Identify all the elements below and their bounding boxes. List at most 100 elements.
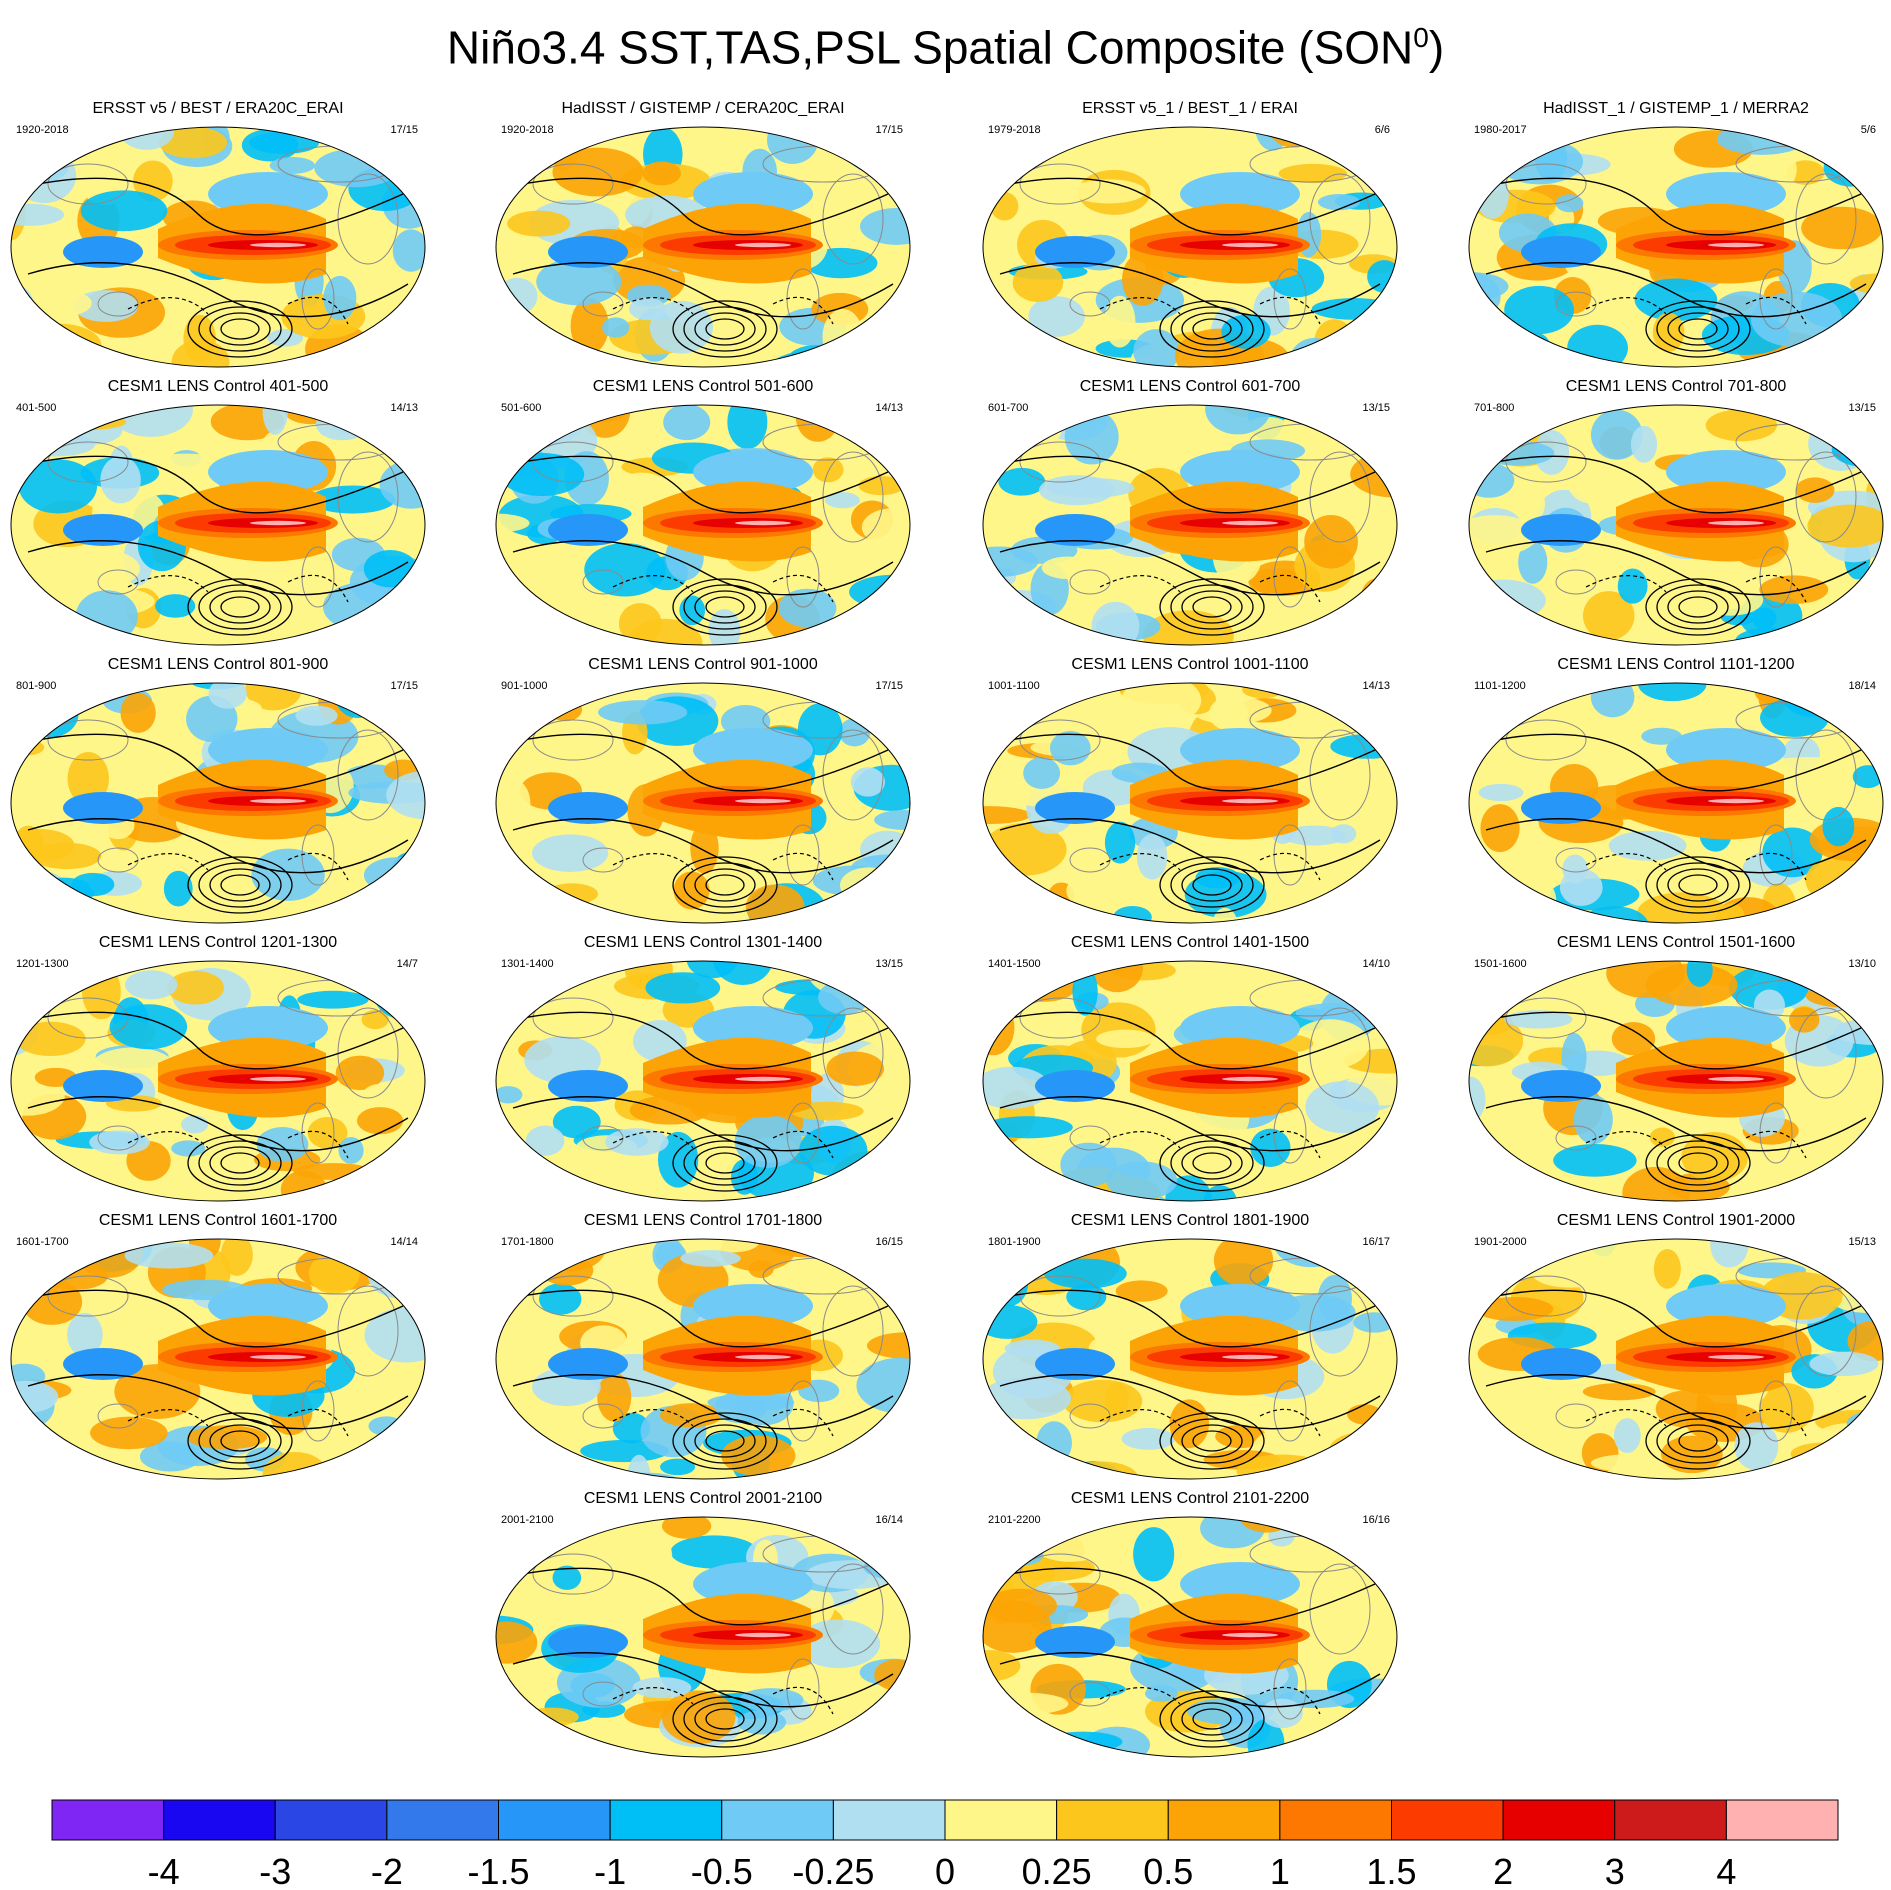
colorbar-swatch <box>1502 1799 1616 1841</box>
colorbar-swatch <box>1167 1799 1281 1841</box>
panel-count: 14/14 <box>390 1236 418 1248</box>
map-panel: ERSST v5 / BEST / ERA20C_ERAI 1920-2018 17… <box>8 100 428 370</box>
panel-count: 14/13 <box>390 402 418 414</box>
map-panel: HadISST / GISTEMP / CERA20C_ERAI 1920-201… <box>493 100 913 370</box>
map-plot <box>495 1238 911 1480</box>
panel-period: 1601-1700 <box>16 1236 69 1248</box>
map-panel: ERSST v5_1 / BEST_1 / ERAI 1979-2018 6/6 <box>980 100 1400 370</box>
map-plot <box>982 404 1398 646</box>
panel-count: 13/15 <box>875 958 903 970</box>
colorbar-tick-label: 0 <box>935 1851 955 1890</box>
colorbar-tick-label: -1.5 <box>467 1851 529 1890</box>
map-fill <box>1469 127 1883 367</box>
panel-title: CESM1 LENS Control 1901-2000 <box>1556 1212 1796 1229</box>
colorbar-swatch <box>386 1799 499 1841</box>
panel-title: CESM1 LENS Control 701-800 <box>1565 378 1787 395</box>
panel-title: CESM1 LENS Control 1101-1200 <box>1557 656 1795 673</box>
panel-period: 401-500 <box>16 402 57 414</box>
colorbar-swatch <box>1279 1799 1392 1841</box>
map-plot <box>10 126 426 368</box>
map-panel: CESM1 LENS Control 501-600 501-600 14/13 <box>493 378 913 648</box>
panel-period: 1920-2018 <box>501 124 554 136</box>
colorbar-tick-label: -2 <box>371 1851 403 1890</box>
panel-title: CESM1 LENS Control 1701-1800 <box>583 1212 823 1229</box>
map-panel: CESM1 LENS Control 1701-1800 1701-1800 16/… <box>493 1212 913 1482</box>
colorbar-swatch <box>1391 1799 1504 1841</box>
colorbar-tick-label: -0.25 <box>792 1851 874 1890</box>
panel-count: 17/15 <box>390 680 418 692</box>
map-fill <box>1469 1239 1883 1479</box>
panel-title: CESM1 LENS Control 1401-1500 <box>1070 934 1310 951</box>
map-fill <box>983 683 1397 923</box>
map-panel: CESM1 LENS Control 1101-1200 1101-1200 18/… <box>1466 656 1886 926</box>
map-fill <box>11 127 425 367</box>
figure-title: Niño3.4 SST,TAS,PSL Spatial Composite (S… <box>0 8 1891 77</box>
panel-count: 14/10 <box>1362 958 1390 970</box>
map-panel: CESM1 LENS Control 701-800 701-800 13/15 <box>1466 378 1886 648</box>
map-panel: CESM1 LENS Control 1301-1400 1301-1400 13/… <box>493 934 913 1204</box>
map-fill <box>496 1517 910 1757</box>
panel-title: ERSST v5_1 / BEST_1 / ERAI <box>1082 100 1298 117</box>
panel-title: CESM1 LENS Control 801-900 <box>107 656 329 673</box>
map-fill <box>1469 683 1883 923</box>
colorbar-swatch <box>721 1799 834 1841</box>
map-plot <box>495 126 911 368</box>
panel-count: 16/14 <box>875 1514 903 1526</box>
panel-title: CESM1 LENS Control 1001-1100 <box>1071 656 1309 673</box>
panel-period: 701-800 <box>1474 402 1515 414</box>
panel-period: 1201-1300 <box>16 958 69 970</box>
panel-count: 14/13 <box>1362 680 1390 692</box>
map-plot <box>982 682 1398 924</box>
map-fill <box>1469 961 1883 1201</box>
map-plot <box>1468 1238 1884 1480</box>
map-plot <box>495 404 911 646</box>
colorbar-swatch <box>1056 1799 1169 1841</box>
map-fill <box>1469 405 1883 645</box>
map-panel: CESM1 LENS Control 1201-1300 1201-1300 14/… <box>8 934 428 1204</box>
map-plot <box>982 1516 1398 1758</box>
colorbar-tick-label: -4 <box>148 1851 180 1890</box>
map-panel: CESM1 LENS Control 1001-1100 1001-1100 14/… <box>980 656 1400 926</box>
map-fill <box>983 1239 1397 1479</box>
colorbar-tick-label: -1 <box>594 1851 626 1890</box>
colorbar-tick-label: 2 <box>1493 1851 1513 1890</box>
map-plot <box>10 960 426 1202</box>
map-fill <box>496 961 910 1201</box>
map-plot <box>982 126 1398 368</box>
panel-period: 1920-2018 <box>16 124 69 136</box>
map-panel: HadISST_1 / GISTEMP_1 / MERRA2 1980-2017 5… <box>1466 100 1886 370</box>
map-fill <box>496 1239 910 1479</box>
map-plot <box>10 404 426 646</box>
map-fill <box>11 405 425 645</box>
map-panel: CESM1 LENS Control 1601-1700 1601-1700 14/… <box>8 1212 428 1482</box>
map-plot <box>982 1238 1398 1480</box>
colorbar-swatch <box>832 1799 946 1841</box>
panel-count: 13/15 <box>1362 402 1390 414</box>
panel-period: 1980-2017 <box>1474 124 1527 136</box>
panel-title: CESM1 LENS Control 601-700 <box>1079 378 1301 395</box>
panel-count: 14/13 <box>875 402 903 414</box>
panel-count: 13/15 <box>1848 402 1876 414</box>
map-panel: CESM1 LENS Control 1501-1600 1501-1600 13/… <box>1466 934 1886 1204</box>
figure-title-text: Niño3.4 SST,TAS,PSL Spatial Composite (S… <box>446 21 1414 74</box>
panel-title: CESM1 LENS Control 2001-2100 <box>583 1490 823 1507</box>
map-plot <box>1468 404 1884 646</box>
panel-period: 501-600 <box>501 402 542 414</box>
map-fill <box>11 683 425 923</box>
panel-count: 6/6 <box>1374 124 1390 136</box>
panel-period: 1501-1600 <box>1474 958 1527 970</box>
colorbar-tick-label: -0.5 <box>691 1851 753 1890</box>
map-fill <box>11 1239 425 1479</box>
colorbar-tick-label: 0.25 <box>1022 1851 1092 1890</box>
panel-title: CESM1 LENS Control 1201-1300 <box>98 934 338 951</box>
panel-period: 901-1000 <box>501 680 548 692</box>
colorbar-swatch <box>1725 1799 1839 1841</box>
panel-title: CESM1 LENS Control 1301-1400 <box>583 934 823 951</box>
panel-period: 1701-1800 <box>501 1236 554 1248</box>
map-fill <box>983 127 1397 367</box>
map-fill <box>496 127 910 367</box>
panel-period: 2101-2200 <box>988 1514 1041 1526</box>
map-panel: CESM1 LENS Control 601-700 601-700 13/15 <box>980 378 1400 648</box>
panel-count: 18/14 <box>1848 680 1876 692</box>
panel-period: 1101-1200 <box>1474 680 1526 692</box>
